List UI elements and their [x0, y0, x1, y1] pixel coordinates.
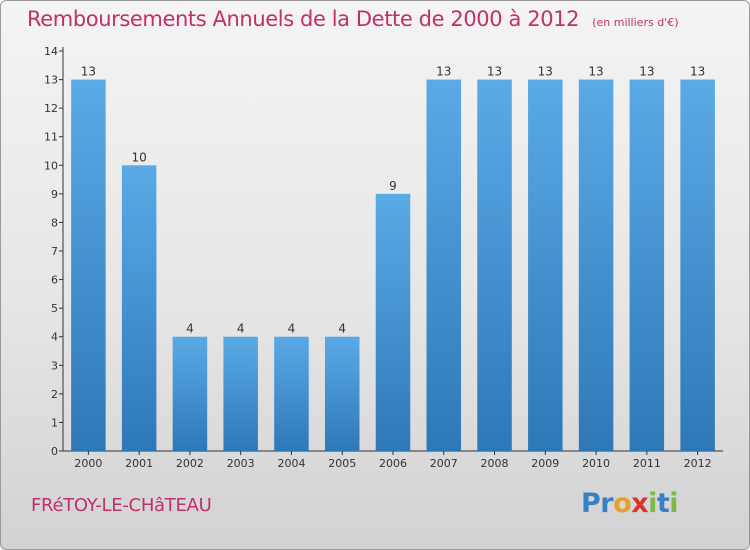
logo-letter: i [648, 488, 657, 519]
chart-subtitle: (en milliers d'€) [592, 16, 679, 29]
x-tick-label: 2004 [277, 457, 305, 470]
logo-letter: o [613, 488, 632, 519]
y-tick-label: 14 [44, 45, 58, 58]
logo-letter: x [631, 488, 649, 519]
bar [528, 79, 563, 452]
bar [578, 79, 614, 452]
y-tick-label: 8 [51, 216, 58, 229]
proxiti-logo: Proxiti [581, 488, 679, 519]
y-tick-label: 5 [51, 302, 58, 315]
data-label: 9 [389, 179, 397, 193]
x-tick-label: 2002 [176, 457, 204, 470]
logo-letter: P [581, 488, 601, 519]
y-tick-label: 11 [44, 131, 58, 144]
bar [223, 336, 258, 451]
y-tick-label: 3 [51, 359, 58, 372]
bar [324, 336, 360, 451]
x-tick-label: 2000 [74, 457, 102, 470]
data-label: 10 [132, 150, 147, 164]
bar [121, 165, 157, 452]
y-tick-label: 10 [44, 159, 58, 172]
y-tick-label: 13 [44, 74, 58, 87]
x-tick-label: 2008 [481, 457, 509, 470]
logo-letter: t [656, 488, 670, 519]
bar [426, 79, 462, 452]
chart-title: Remboursements Annuels de la Dette de 20… [27, 7, 580, 31]
bar [477, 79, 512, 452]
x-tick-label: 2012 [684, 457, 712, 470]
x-tick-label: 2011 [633, 457, 661, 470]
x-tick-label: 2005 [328, 457, 356, 470]
bar [629, 79, 665, 452]
bar [375, 193, 411, 451]
data-label: 13 [639, 65, 654, 79]
y-tick-label: 9 [51, 188, 58, 201]
y-tick-label: 2 [51, 388, 58, 401]
bar [71, 79, 106, 452]
title-row: Remboursements Annuels de la Dette de 20… [27, 7, 678, 31]
x-tick-label: 2006 [379, 457, 407, 470]
commune-name: FRéTOY-LE-CHâTEAU [31, 495, 212, 516]
data-label: 4 [338, 322, 346, 336]
data-label: 4 [288, 322, 296, 336]
logo-letter: i [669, 488, 679, 519]
y-tick-label: 4 [51, 331, 58, 344]
x-tick-label: 2001 [125, 457, 153, 470]
y-tick-label: 6 [51, 274, 58, 287]
y-tick-label: 7 [51, 245, 58, 258]
x-tick-label: 2007 [430, 457, 458, 470]
x-tick-label: 2003 [227, 457, 255, 470]
data-label: 13 [538, 65, 553, 79]
logo-letter: r [600, 488, 614, 519]
data-label: 13 [487, 65, 502, 79]
data-label: 4 [237, 322, 245, 336]
data-label: 4 [186, 322, 194, 336]
bar [680, 79, 715, 452]
y-tick-label: 1 [51, 416, 58, 429]
data-label: 13 [436, 65, 451, 79]
y-tick-label: 0 [51, 445, 58, 458]
data-label: 13 [81, 65, 96, 79]
bar [274, 336, 309, 451]
x-tick-label: 2010 [582, 457, 610, 470]
data-label: 13 [690, 65, 705, 79]
data-label: 13 [588, 65, 603, 79]
x-tick-label: 2009 [531, 457, 559, 470]
bar [172, 336, 208, 451]
y-tick-label: 12 [44, 102, 58, 115]
